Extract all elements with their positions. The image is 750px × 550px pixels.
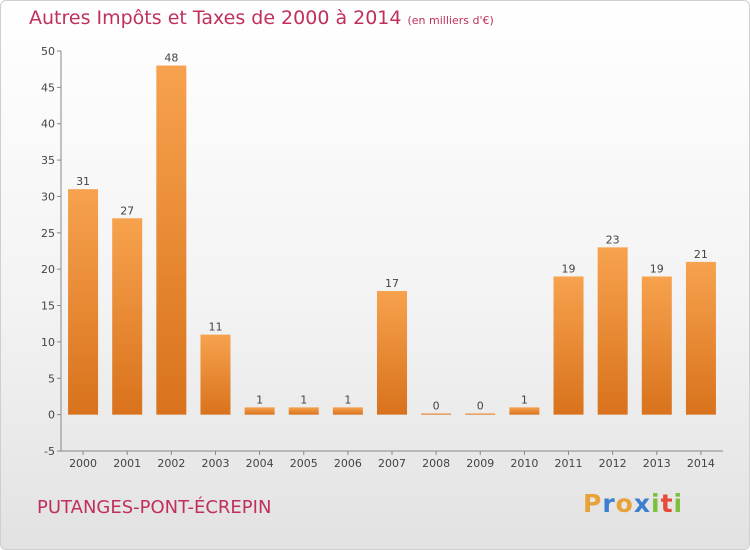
x-tick-label: 2009 bbox=[466, 457, 494, 470]
x-tick-label: 2008 bbox=[422, 457, 450, 470]
x-tick-label: 2007 bbox=[378, 457, 406, 470]
x-tick-label: 2002 bbox=[157, 457, 185, 470]
logo-letter: i bbox=[651, 489, 661, 518]
bar-2002 bbox=[156, 65, 187, 415]
data-label-2003: 11 bbox=[208, 321, 222, 334]
data-label-2011: 19 bbox=[562, 262, 576, 275]
y-tick-label: -5 bbox=[44, 445, 55, 458]
bar-2009 bbox=[465, 413, 496, 415]
y-tick-label: 10 bbox=[41, 336, 55, 349]
bar-2013 bbox=[641, 276, 672, 415]
y-tick-label: 15 bbox=[41, 300, 55, 313]
data-label-2006: 1 bbox=[344, 393, 351, 406]
x-tick-label: 2012 bbox=[599, 457, 627, 470]
x-tick-label: 2014 bbox=[687, 457, 715, 470]
y-tick-label: 30 bbox=[41, 190, 55, 203]
chart-title-text: Autres Impôts et Taxes de 2000 à 2014 bbox=[29, 7, 402, 29]
proxiti-logo: Proxiti bbox=[583, 489, 683, 518]
logo-letter: r bbox=[602, 489, 616, 518]
data-label-2010: 1 bbox=[521, 393, 528, 406]
bar-2012 bbox=[597, 247, 628, 415]
y-tick-label: 5 bbox=[48, 372, 55, 385]
x-tick-label: 2004 bbox=[246, 457, 274, 470]
bar-2000 bbox=[68, 189, 99, 415]
bar-2003 bbox=[200, 334, 231, 415]
x-tick-label: 2000 bbox=[69, 457, 97, 470]
y-tick-label: 50 bbox=[41, 45, 55, 58]
data-label-2002: 48 bbox=[164, 52, 178, 65]
x-tick-label: 2005 bbox=[290, 457, 318, 470]
logo-letter: i bbox=[673, 489, 684, 518]
chart-unit-note: (en milliers d'€) bbox=[407, 14, 494, 27]
data-label-2008: 0 bbox=[433, 399, 440, 412]
bar-2010 bbox=[509, 407, 540, 415]
chart-bars bbox=[68, 65, 716, 415]
y-tick-label: 0 bbox=[48, 409, 55, 422]
bar-2007 bbox=[377, 291, 407, 415]
bar-2011 bbox=[553, 276, 584, 415]
y-tick-label: 45 bbox=[41, 81, 55, 94]
y-tick-label: 20 bbox=[41, 263, 55, 276]
logo-letter: o bbox=[615, 489, 634, 518]
y-tick-label: 25 bbox=[41, 227, 55, 240]
bar-2005 bbox=[288, 407, 319, 415]
x-tick-label: 2011 bbox=[555, 457, 583, 470]
x-tick-label: 2001 bbox=[113, 457, 141, 470]
logo-letter: t bbox=[660, 489, 674, 518]
bar-2004 bbox=[244, 407, 275, 415]
x-tick-label: 2013 bbox=[643, 457, 671, 470]
y-tick-label: 35 bbox=[41, 154, 55, 167]
bar-2006 bbox=[332, 407, 363, 415]
data-label-2007: 17 bbox=[385, 277, 399, 290]
data-label-2000: 31 bbox=[76, 175, 90, 188]
bar-2008 bbox=[421, 413, 452, 415]
data-label-2005: 1 bbox=[300, 393, 307, 406]
y-tick-label: 40 bbox=[41, 118, 55, 131]
x-tick-label: 2010 bbox=[510, 457, 538, 470]
logo-letter: x bbox=[633, 489, 651, 518]
data-label-2004: 1 bbox=[256, 393, 263, 406]
data-label-2001: 27 bbox=[120, 204, 134, 217]
commune-name: PUTANGES-PONT-ÉCREPIN bbox=[37, 497, 272, 518]
bar-2001 bbox=[112, 218, 143, 415]
data-label-2012: 23 bbox=[606, 233, 620, 246]
data-label-2014: 21 bbox=[694, 248, 708, 261]
chart-title: Autres Impôts et Taxes de 2000 à 2014 (en… bbox=[29, 7, 494, 29]
logo-letter: P bbox=[583, 489, 603, 518]
bar-2014 bbox=[685, 261, 716, 415]
x-tick-label: 2006 bbox=[334, 457, 362, 470]
x-tick-label: 2003 bbox=[201, 457, 229, 470]
data-label-2013: 19 bbox=[650, 262, 664, 275]
data-label-2009: 0 bbox=[477, 399, 484, 412]
